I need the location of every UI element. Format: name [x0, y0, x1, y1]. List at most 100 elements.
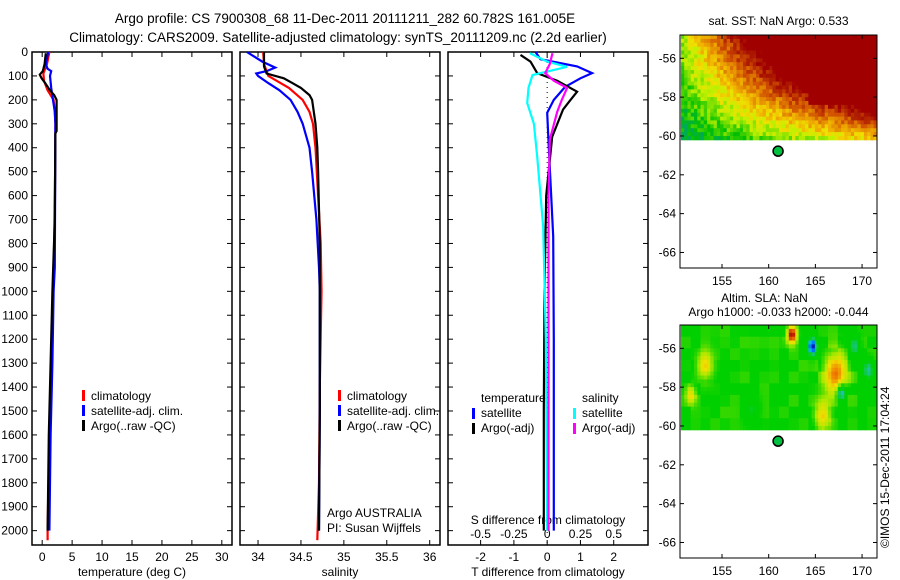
- map-cell: [700, 124, 705, 129]
- map-cell: [723, 73, 728, 79]
- map-cell: [873, 360, 878, 365]
- map-cell: [739, 332, 744, 338]
- map-cell: [841, 70, 845, 75]
- map-cell: [850, 328, 855, 334]
- map-cell: [733, 406, 737, 411]
- map-cell: [733, 379, 737, 384]
- map-cell: [710, 391, 714, 396]
- map-cell: [707, 35, 711, 40]
- map-cell: [801, 77, 806, 82]
- map-cell: [733, 336, 737, 341]
- map-cell: [857, 66, 862, 71]
- map-cell: [736, 356, 741, 361]
- map-cell: [867, 116, 871, 121]
- map-cell: [746, 101, 750, 106]
- map-cell: [795, 379, 799, 384]
- map-cell: [746, 132, 750, 137]
- map-cell: [733, 383, 737, 388]
- map-cell: [811, 410, 816, 415]
- map-cell: [818, 356, 822, 361]
- map-cell: [716, 367, 721, 372]
- map-cell: [808, 46, 813, 51]
- map-cell: [703, 418, 708, 423]
- map-cells: [680, 325, 878, 431]
- map-cell: [860, 363, 865, 369]
- map-cell: [785, 328, 790, 334]
- map-cell: [841, 418, 845, 423]
- map-cell: [857, 89, 862, 94]
- map-cell: [749, 120, 754, 125]
- map-cell: [788, 371, 793, 376]
- map-cell: [756, 379, 760, 384]
- map-cell: [863, 120, 868, 125]
- map-cell: [824, 340, 829, 345]
- map-cell: [730, 62, 734, 67]
- map-cell: [765, 356, 770, 361]
- map-cell: [828, 406, 832, 411]
- map-cell: [811, 116, 816, 121]
- map-cell: [834, 38, 839, 44]
- map-cell: [792, 101, 796, 106]
- x-tick-label: 30: [215, 550, 229, 564]
- map-cell: [814, 379, 819, 384]
- map-cell: [746, 38, 750, 44]
- map-cell: [752, 379, 757, 384]
- map-cell: [814, 73, 819, 79]
- map-cell: [814, 38, 819, 44]
- map-cell: [697, 379, 701, 384]
- legend-label: climatology: [347, 389, 407, 403]
- map-cell: [811, 332, 816, 338]
- map-cell: [697, 66, 701, 71]
- map-cell: [713, 402, 718, 407]
- map-cell: [863, 89, 868, 94]
- map-cell: [824, 50, 829, 55]
- map-cell: [739, 70, 744, 75]
- map-cell: [710, 128, 714, 133]
- map-cell: [710, 371, 714, 376]
- map-cell: [723, 54, 728, 59]
- map-cell: [805, 371, 809, 376]
- map-cell: [788, 132, 793, 137]
- map-cell: [694, 81, 698, 86]
- map-cell: [782, 66, 786, 71]
- map-cell: [730, 332, 734, 338]
- map-cell: [775, 360, 780, 365]
- y-tick-label: 1000: [1, 284, 28, 298]
- map-cell: [782, 104, 786, 110]
- map-cell: [733, 410, 737, 415]
- map-cell: [739, 97, 744, 102]
- map-cell: [726, 387, 731, 392]
- map-cell: [824, 367, 829, 372]
- map-cell: [697, 42, 701, 48]
- map-cell: [821, 371, 826, 376]
- map-cell: [798, 360, 803, 365]
- map-cell: [824, 93, 829, 98]
- map-cell: [860, 77, 865, 82]
- map-cell: [720, 85, 724, 90]
- map-cell: [854, 418, 858, 423]
- map-cell: [814, 344, 819, 349]
- map-cell: [850, 35, 855, 40]
- map-cell: [844, 93, 848, 98]
- map-cell: [720, 410, 724, 415]
- map-cell: [788, 89, 793, 94]
- map-cell: [792, 328, 796, 334]
- map-cell: [739, 120, 744, 125]
- map-cell: [834, 375, 839, 380]
- map-cell: [782, 42, 786, 48]
- map-cell: [841, 38, 845, 44]
- map-cell: [752, 85, 757, 90]
- map-cell: [867, 97, 871, 102]
- map-cell: [805, 62, 809, 67]
- map-cell: [707, 406, 711, 411]
- map-cell: [752, 128, 757, 133]
- map-cell: [710, 336, 714, 341]
- map-cell: [716, 132, 721, 137]
- map-cell: [837, 422, 842, 427]
- map-cell: [808, 50, 813, 55]
- map-cell: [857, 62, 862, 67]
- map-cell: [821, 62, 826, 67]
- map-cell: [769, 120, 773, 125]
- map-cell: [873, 367, 878, 372]
- map-cell: [749, 66, 754, 71]
